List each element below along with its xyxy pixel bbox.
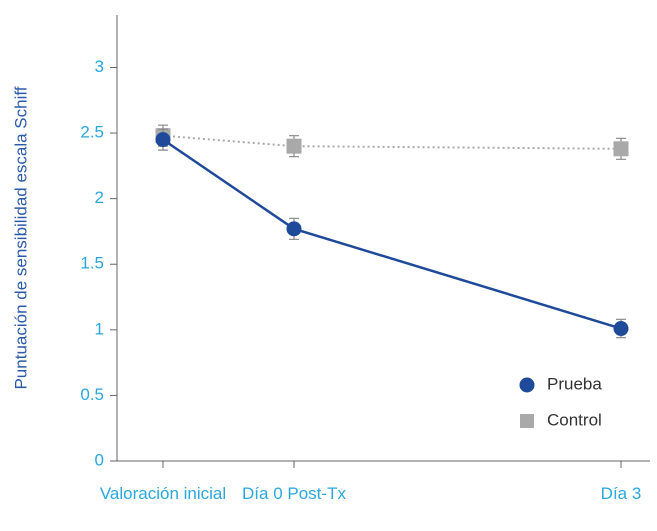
y-tick-label: 2.5 [80, 123, 104, 142]
y-axis-label: Puntuación de sensibilidad escala Schiff [11, 86, 30, 389]
y-tick-label: 0.5 [80, 385, 104, 404]
y-tick-label: 2 [95, 188, 104, 207]
legend-label: Control [547, 410, 602, 429]
x-tick-label: Día 0 Post-Tx [242, 484, 346, 503]
point [286, 138, 302, 154]
x-tick-label: Valoración inicial [99, 484, 227, 503]
legend-marker [520, 414, 534, 428]
legend-marker [519, 377, 535, 393]
y-tick-label: 0 [95, 450, 104, 469]
series-line [162, 134, 622, 150]
point [613, 321, 629, 337]
point [286, 221, 302, 237]
y-tick-label: 3 [95, 57, 104, 76]
series-line [162, 138, 622, 330]
point [155, 132, 171, 148]
point [613, 141, 629, 157]
x-tick-label: Día 3 [600, 484, 642, 503]
y-tick-label: 1.5 [80, 254, 104, 273]
legend-label: Prueba [547, 374, 602, 393]
y-tick-label: 1 [95, 319, 104, 338]
